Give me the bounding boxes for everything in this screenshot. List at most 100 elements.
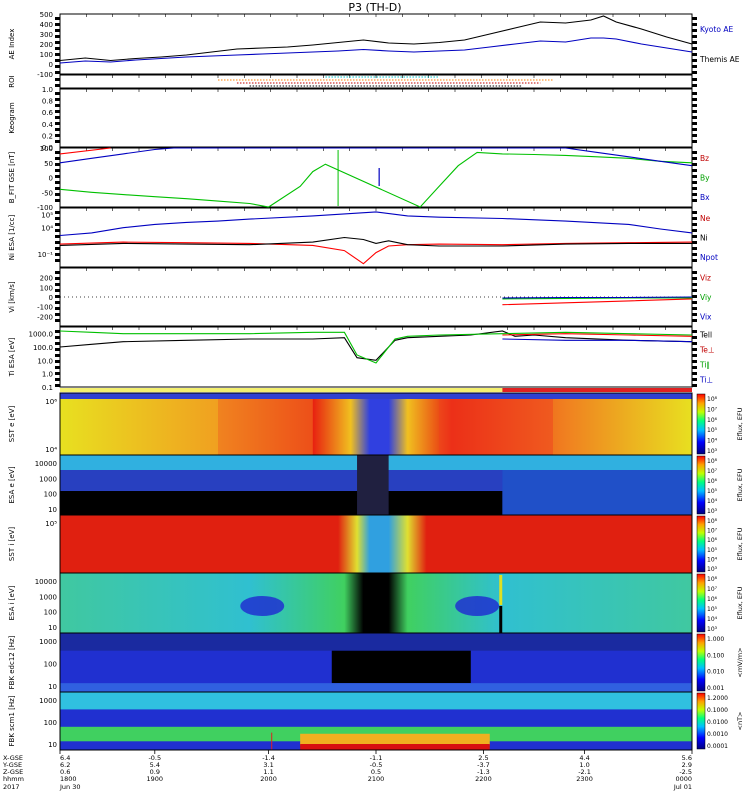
ytick-block-keogram	[55, 134, 60, 137]
colorbar-tick-sst-i: 10⁶	[707, 537, 718, 544]
ytick-block-right-bfit	[692, 181, 697, 184]
ytick-block-ni	[55, 211, 60, 214]
ytick-block-ni	[55, 217, 60, 220]
esa-i-black-line	[499, 606, 503, 633]
ytick-block-bfit	[55, 181, 60, 184]
time-axis-value: 2300	[576, 775, 593, 783]
ytick-block-right-keogram	[692, 140, 697, 143]
ytick-label-esa-i: 1000	[39, 593, 57, 601]
ytick-block-right-bfit	[692, 199, 697, 202]
time-axis-value: -2.5	[679, 768, 692, 776]
ytick-block-ti	[55, 378, 60, 381]
panel-frame-ae	[59, 13, 693, 75]
ytick-block-right-ni	[692, 223, 697, 226]
spectrogram-esa-i	[60, 573, 692, 633]
ytick-block-right-ae	[692, 23, 697, 26]
edc12-low-band	[60, 683, 692, 692]
ytick-block-right-ti	[692, 330, 697, 333]
colorbar-fbk-edc12	[696, 633, 706, 692]
colorbar-tick-sst-e: 10⁶	[707, 417, 718, 424]
ytick-block-right-bfit	[692, 187, 697, 190]
plot-title: P3 (TH-D)	[348, 1, 401, 14]
time-axis-value: -2.1	[578, 768, 591, 776]
colorbar-esa-i	[696, 573, 706, 633]
ytick-block-ae	[55, 41, 60, 44]
ytick-label-ni: 10⁵	[41, 212, 53, 220]
time-axis-value: 5.4	[150, 761, 160, 769]
ytick-block-right-ni	[692, 211, 697, 214]
time-axis-value: 2000	[260, 775, 277, 783]
esa-e-mid-band	[60, 470, 503, 491]
ytick-block-right-ti	[692, 348, 697, 351]
ytick-block-ae	[55, 59, 60, 62]
ytick-block-right-ni	[692, 217, 697, 220]
ytick-label-ae: 0	[49, 61, 53, 69]
time-axis-row-label: hhmm	[3, 775, 24, 783]
ytick-block-ni	[55, 241, 60, 244]
colorbar-tick-fbk-edc12: 0.010	[707, 669, 724, 676]
colorbar-tick-esa-i: 10⁵	[707, 606, 718, 613]
ytick-block-ti	[55, 360, 60, 363]
ytick-block-ti	[55, 342, 60, 345]
ytick-label-fbk-edc12: 10	[48, 683, 57, 691]
ytick-block-bfit	[55, 187, 60, 190]
colorbar-tick-fbk-scm1: 0.0010	[707, 731, 728, 738]
time-axis-value: 6.2	[60, 761, 70, 769]
colorbar-tick-fbk-scm1: 0.0100	[707, 719, 728, 726]
ytick-block-bfit	[55, 163, 60, 166]
legend-ti: Ti⊥	[699, 376, 713, 385]
series-ni-ni	[59, 236, 692, 247]
ytick-block-right-bfit	[692, 169, 697, 172]
ytick-block-ni	[55, 253, 60, 256]
time-axis-value: 6.4	[60, 754, 70, 762]
legend-ti: Tell	[699, 331, 712, 340]
time-axis-value: -1.3	[477, 768, 490, 776]
ytick-block-ti	[55, 330, 60, 333]
series-vi-viz	[502, 298, 693, 306]
time-axis-row-label: 2017	[3, 783, 20, 791]
ytick-block-ae	[55, 53, 60, 56]
ytick-label-fbk-edc12: 100	[44, 661, 57, 669]
ytick-block-ni	[55, 235, 60, 238]
colorbar-label-fbk-scm1: <nT>	[736, 712, 744, 731]
ytick-block-ti	[55, 336, 60, 339]
ytick-block-right-bfit	[692, 193, 697, 196]
time-axis-value: -0.5	[370, 761, 383, 769]
ytick-block-ni	[55, 247, 60, 250]
panel-frame-ti	[59, 326, 693, 388]
ytick-block-vi	[55, 277, 60, 280]
series-ae-kyotoae	[59, 15, 693, 62]
ytick-block-right-ni	[692, 259, 697, 262]
edc12-top-band	[60, 633, 692, 651]
ylabel-ae: AE Index	[8, 29, 16, 60]
ytick-block-ae	[55, 35, 60, 38]
ytick-label-bfit: -50	[42, 189, 53, 197]
colorbar-tick-sst-i: 10⁴	[707, 556, 718, 563]
series-bfit-bx	[59, 147, 693, 167]
ytick-block-right-ae	[692, 53, 697, 56]
ytick-block-bfit	[55, 157, 60, 160]
legend-ae: Themis AE	[699, 55, 740, 64]
ytick-block-vi	[55, 313, 60, 316]
time-axis-value: 5.6	[682, 754, 692, 762]
colorbar-tick-fbk-edc12: 0.001	[707, 685, 724, 692]
ytick-label-bfit: 100	[40, 145, 53, 153]
legend-vi: Vix	[700, 312, 712, 321]
ytick-label-fbk-scm1: 100	[44, 719, 57, 727]
series-ae-themisae	[59, 37, 693, 64]
ytick-block-right-ae	[692, 29, 697, 32]
ylabel-fbk-edc12: FBK edc12 [Hz]	[8, 635, 16, 689]
time-axis-value: Jul 01	[673, 783, 692, 791]
ytick-block-right-keogram	[692, 110, 697, 113]
colorbar-sst-e	[696, 393, 706, 455]
ylabel-ni: Ni ESA [1/cc]	[8, 215, 16, 261]
ytick-label-ni: 10⁴	[41, 225, 53, 233]
ytick-label-ae: 300	[40, 31, 53, 39]
scm1-top-band	[60, 692, 692, 710]
ytick-block-bfit	[55, 151, 60, 154]
ylabel-sst-e: SST e [eV]	[8, 405, 16, 442]
series-ti-ti	[502, 338, 693, 343]
ytick-block-right-ti	[692, 372, 697, 375]
colorbar-fbk-scm1	[696, 692, 706, 750]
